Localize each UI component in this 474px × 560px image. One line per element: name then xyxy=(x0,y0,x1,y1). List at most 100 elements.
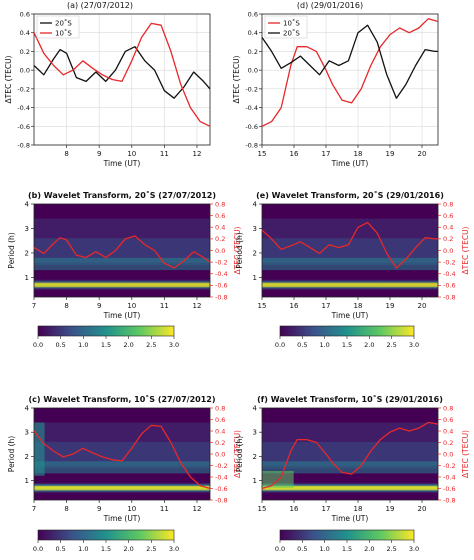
y2-tick-label: -0.8 xyxy=(443,496,456,504)
y2-tick-label: 0.8 xyxy=(215,200,225,208)
x-tick-label: 17 xyxy=(322,302,331,310)
colorbar-tick-label: 2.0 xyxy=(364,341,374,349)
y2-tick-label: 0.2 xyxy=(215,439,225,447)
x-tick-label: 16 xyxy=(290,150,299,158)
legend-label: 10˚S xyxy=(283,20,300,28)
series-line xyxy=(33,22,211,127)
heatmap-cell xyxy=(262,461,438,474)
y-tick-label: -0.6 xyxy=(245,123,258,131)
colorbar xyxy=(37,325,175,337)
y2-tick-label: 0.2 xyxy=(443,439,453,447)
y2-tick-label: -0.2 xyxy=(215,462,228,470)
colorbar-tick-label: 2.5 xyxy=(146,341,156,349)
colorbar-tick-label: 0.5 xyxy=(297,545,307,553)
y-tick-label: 2 xyxy=(253,453,257,461)
colorbar-tick-label: 2.5 xyxy=(386,545,396,553)
y-tick-label: 0.2 xyxy=(248,48,258,56)
colorbar-tick-label: 3.0 xyxy=(169,341,179,349)
y-axis-label: Period (h) xyxy=(7,436,16,472)
x-tick-label: 17 xyxy=(322,505,331,513)
x-axis-label: Time (UT) xyxy=(331,311,369,320)
colorbar-tick-label: 2.0 xyxy=(123,341,133,349)
x-axis-label: Time (UT) xyxy=(103,514,141,523)
y2-tick-label: 0.6 xyxy=(215,212,225,220)
legend-label: 20˚S xyxy=(283,30,300,38)
y2-tick-label: 0.0 xyxy=(443,247,453,255)
y-tick-label: 4 xyxy=(253,405,258,413)
y-tick-label: 1 xyxy=(25,274,29,282)
x-tick-label: 11 xyxy=(160,150,169,158)
y-tick-label: 2 xyxy=(25,249,29,257)
y-tick-label: 0.6 xyxy=(20,11,30,19)
y-axis-label: Period (h) xyxy=(235,436,244,472)
x-tick-label: 19 xyxy=(386,505,395,513)
overlay-line xyxy=(261,221,438,269)
y-tick-label: -0.2 xyxy=(17,85,30,93)
y2-axis-label: ΔTEC (TECU) xyxy=(461,226,470,274)
y-tick-label: 3 xyxy=(25,225,29,233)
y-tick-label: 0.2 xyxy=(20,48,30,56)
y-tick-label: 0.4 xyxy=(20,29,30,37)
heatmap-cell xyxy=(262,485,438,491)
colorbar-tick-label: 3.0 xyxy=(409,545,419,553)
y2-tick-label: -0.6 xyxy=(443,282,456,290)
x-tick-label: 20 xyxy=(418,302,427,310)
y2-tick-label: -0.6 xyxy=(443,485,456,493)
colorbar xyxy=(279,325,415,337)
x-tick-label: 12 xyxy=(193,505,202,513)
colorbar-tick-label: 0.0 xyxy=(33,545,43,553)
y-axis-label: ΔTEC (TECU) xyxy=(4,55,13,103)
colorbar-tick-label: 0.0 xyxy=(33,341,43,349)
y-tick-label: 3 xyxy=(253,225,257,233)
y2-tick-label: -0.4 xyxy=(443,270,456,278)
y2-tick-label: 0.6 xyxy=(215,416,225,424)
y2-tick-label: -0.8 xyxy=(215,496,228,504)
y2-tick-label: -0.4 xyxy=(215,270,228,278)
colorbar-tick-label: 0.5 xyxy=(55,341,65,349)
legend: 20˚S 10˚S xyxy=(36,15,80,39)
panel-b: (b) Wavelet Transform, 20˚S (27/07/2012)… xyxy=(7,190,242,349)
colorbar-tick-label: 1.0 xyxy=(78,341,88,349)
panel-e: (e) Wavelet Transform, 20˚S (29/01/2016)… xyxy=(235,190,470,349)
y2-axis-label: ΔTEC (TECU) xyxy=(233,430,242,478)
y-tick-label: 2 xyxy=(25,453,29,461)
heatmap-cell xyxy=(34,282,210,288)
y-tick-label: 1 xyxy=(253,274,257,282)
colorbar-tick-label: 2.0 xyxy=(123,545,133,553)
y-tick-label: 0.0 xyxy=(20,67,30,75)
x-tick-label: 9 xyxy=(97,505,101,513)
colorbar xyxy=(37,529,175,541)
y-tick-label: 0.0 xyxy=(248,67,258,75)
y2-tick-label: 0.0 xyxy=(215,247,225,255)
x-axis-label: Time (UT) xyxy=(331,159,369,168)
colorbar-tick-label: 3.0 xyxy=(169,545,179,553)
y2-tick-label: 0.8 xyxy=(443,200,453,208)
y2-tick-label: 0.2 xyxy=(215,235,225,243)
x-tick-label: 8 xyxy=(64,150,68,158)
y-axis-label: Period (h) xyxy=(235,232,244,268)
x-tick-label: 7 xyxy=(32,302,36,310)
colorbar-tick-label: 2.5 xyxy=(386,341,396,349)
x-tick-label: 17 xyxy=(322,150,331,158)
y2-tick-label: -0.6 xyxy=(215,282,228,290)
x-tick-label: 9 xyxy=(97,302,101,310)
plot-frame xyxy=(261,13,439,146)
y-axis-label: Period (h) xyxy=(7,232,16,268)
colorbar xyxy=(279,529,415,541)
plot-frame xyxy=(33,13,211,146)
x-tick-label: 20 xyxy=(418,150,427,158)
y2-tick-label: 0.2 xyxy=(443,235,453,243)
x-tick-label: 11 xyxy=(160,302,169,310)
x-tick-label: 15 xyxy=(258,150,267,158)
x-tick-label: 7 xyxy=(32,505,36,513)
y2-tick-label: 0.4 xyxy=(443,224,453,232)
x-tick-label: 12 xyxy=(193,150,202,158)
y-tick-label: 0.6 xyxy=(248,11,258,19)
y2-tick-label: 0.8 xyxy=(215,404,225,412)
y2-tick-label: 0.4 xyxy=(215,224,225,232)
x-axis-label: Time (UT) xyxy=(103,311,141,320)
y-tick-label: 4 xyxy=(253,201,258,209)
y-tick-label: 2 xyxy=(253,249,257,257)
y2-axis-label: ΔTEC (TECU) xyxy=(233,226,242,274)
